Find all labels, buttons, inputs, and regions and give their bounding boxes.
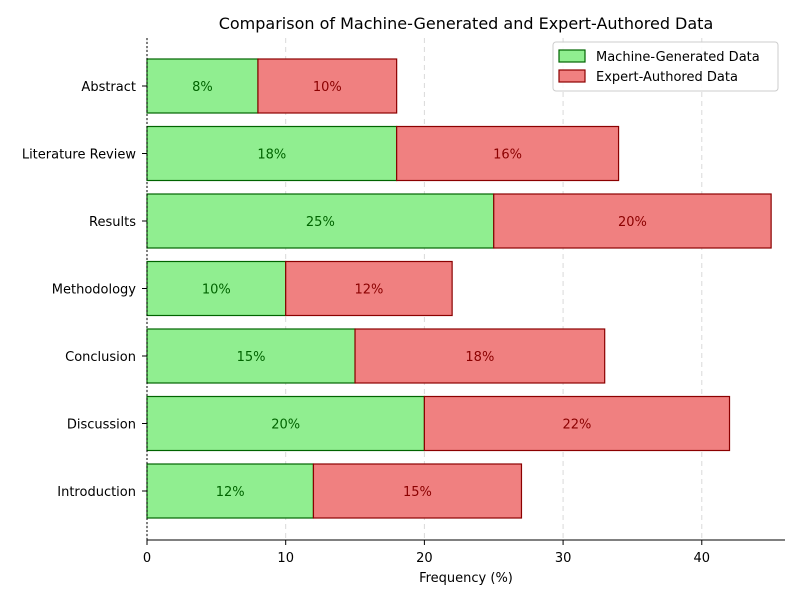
y-tick-label: Methodology — [52, 283, 137, 298]
y-tick-label: Results — [89, 215, 136, 230]
legend-label: Machine-Generated Data — [596, 50, 760, 65]
bar-value-label: 10% — [202, 283, 231, 298]
grid — [146, 38, 703, 540]
legend-swatch — [558, 49, 586, 63]
bar-value-label: 25% — [306, 215, 335, 230]
bar-machine-generated — [146, 463, 315, 519]
bars: 12% 15% 20% 22% 15% 18% 10% 12% 25% 20% 18% 16% 8% 10… — [146, 58, 772, 519]
bar-expert-authored — [354, 328, 606, 384]
bar-value-label: 8% — [192, 80, 213, 95]
x-tick-label: 40 — [694, 551, 711, 566]
bar-value-label: 20% — [618, 215, 647, 230]
y-tick-label: Literature Review — [22, 148, 137, 163]
bar-value-label: 15% — [403, 485, 432, 500]
x-tick-label: 30 — [555, 551, 572, 566]
y-tick-label: Introduction — [57, 485, 136, 500]
x-axis: 0 10 20 30 40 — [143, 539, 785, 566]
bar-machine-generated — [146, 328, 356, 384]
x-tick-label: 0 — [143, 551, 151, 566]
bar-expert-authored — [423, 395, 731, 452]
bar-expert-authored — [285, 260, 453, 317]
x-axis-label: Frequency (%) — [419, 571, 513, 586]
bar-expert-authored — [493, 193, 772, 249]
bar-value-label: 12% — [354, 283, 383, 298]
y-tick-label: Conclusion — [65, 350, 136, 365]
chart-title: Comparison of Machine-Generated and Expe… — [219, 14, 714, 33]
bar-machine-generated — [146, 58, 259, 114]
legend-swatch — [558, 69, 586, 83]
bar-expert-authored — [312, 463, 523, 519]
bar-machine-generated — [146, 193, 495, 249]
bar-value-label: 20% — [271, 418, 300, 433]
bar-value-label: 18% — [465, 350, 494, 365]
legend: Machine-Generated Data Expert-Authored Da… — [552, 41, 779, 92]
bar-value-label: 10% — [313, 80, 342, 95]
bar-value-label: 22% — [563, 418, 592, 433]
y-tick-label: Discussion — [67, 418, 136, 433]
y-axis: Introduction Discussion Conclusion Methodol… — [22, 38, 148, 540]
x-tick-label: 10 — [277, 551, 294, 566]
legend-label: Expert-Authored Data — [596, 70, 738, 85]
bar-value-label: 16% — [493, 148, 522, 163]
bar-expert-authored — [396, 125, 620, 182]
bar-machine-generated — [146, 125, 398, 182]
bar-expert-authored — [257, 58, 398, 114]
bar-value-label: 18% — [257, 148, 286, 163]
bar-value-label: 12% — [216, 485, 245, 500]
y-tick-label: Abstract — [81, 80, 136, 95]
bar-value-label: 15% — [237, 350, 266, 365]
x-tick-label: 20 — [416, 551, 433, 566]
bar-machine-generated — [146, 260, 287, 317]
bar-machine-generated — [146, 395, 425, 452]
legend-box — [552, 41, 779, 92]
